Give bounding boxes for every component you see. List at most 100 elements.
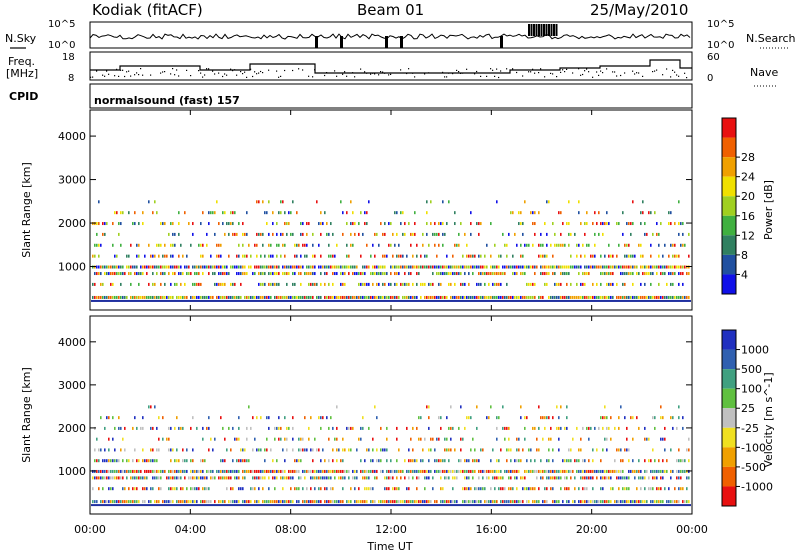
data-cell xyxy=(552,459,554,463)
data-cell xyxy=(472,265,474,269)
data-cell xyxy=(206,469,208,473)
data-cell xyxy=(176,265,178,269)
data-cell xyxy=(148,295,150,299)
data-cell xyxy=(638,500,640,504)
data-cell xyxy=(492,272,494,276)
data-cell xyxy=(220,500,222,504)
data-cell xyxy=(498,282,500,286)
data-cell xyxy=(420,459,422,463)
nave-dot xyxy=(614,71,616,73)
data-cell xyxy=(156,295,158,299)
data-cell xyxy=(596,265,598,269)
data-cell xyxy=(370,469,372,473)
data-cell xyxy=(132,295,134,299)
data-cell xyxy=(482,265,484,269)
data-cell xyxy=(372,272,374,276)
data-cell xyxy=(514,295,516,299)
data-cell xyxy=(408,272,410,276)
y-tick-label: 1000 xyxy=(58,261,86,274)
data-cell xyxy=(298,500,300,504)
data-cell xyxy=(366,211,368,215)
data-cell xyxy=(100,476,102,480)
data-cell xyxy=(644,487,646,491)
data-cell xyxy=(254,265,256,269)
data-cell xyxy=(682,243,684,247)
data-cell xyxy=(582,500,584,504)
data-cell xyxy=(332,254,334,258)
data-cell xyxy=(560,211,562,215)
data-cell xyxy=(452,426,454,430)
data-cell xyxy=(128,265,130,269)
data-cell xyxy=(260,272,262,276)
data-cell xyxy=(362,295,364,299)
data-cell xyxy=(388,222,390,226)
data-cell xyxy=(576,254,578,258)
data-cell xyxy=(92,500,94,504)
data-cell xyxy=(304,416,306,420)
data-cell xyxy=(686,487,688,491)
data-cell xyxy=(392,254,394,258)
data-cell xyxy=(592,254,594,258)
data-cell xyxy=(390,295,392,299)
data-cell xyxy=(394,282,396,286)
data-cell xyxy=(466,500,468,504)
data-cell xyxy=(416,459,418,463)
data-cell xyxy=(436,469,438,473)
data-cell xyxy=(126,469,128,473)
data-cell xyxy=(678,487,680,491)
data-cell xyxy=(288,272,290,276)
data-cell xyxy=(188,265,190,269)
data-cell xyxy=(606,295,608,299)
colorbar-segment xyxy=(722,369,736,389)
data-cell xyxy=(568,487,570,491)
data-cell xyxy=(164,243,166,247)
noise-dropout xyxy=(385,36,388,48)
data-cell xyxy=(92,254,94,258)
data-cell xyxy=(274,476,276,480)
data-cell xyxy=(144,254,146,258)
data-cell xyxy=(448,265,450,269)
nave-dot xyxy=(342,73,344,75)
data-cell xyxy=(226,272,228,276)
data-cell xyxy=(378,282,380,286)
data-cell xyxy=(678,232,680,236)
data-cell xyxy=(566,265,568,269)
data-cell xyxy=(400,265,402,269)
data-cell xyxy=(324,295,326,299)
data-cell xyxy=(382,254,384,258)
data-cell xyxy=(154,405,156,409)
data-cell xyxy=(110,459,112,463)
data-cell xyxy=(134,265,136,269)
data-cell xyxy=(672,272,674,276)
data-cell xyxy=(664,437,666,441)
data-cell xyxy=(174,232,176,236)
data-cell xyxy=(592,282,594,286)
data-cell xyxy=(276,265,278,269)
data-cell xyxy=(570,476,572,480)
data-cell xyxy=(244,232,246,236)
data-cell xyxy=(620,459,622,463)
data-cell xyxy=(138,272,140,276)
data-cell xyxy=(304,243,306,247)
data-cell xyxy=(580,500,582,504)
data-cell xyxy=(418,265,420,269)
data-cell xyxy=(202,476,204,480)
data-cell xyxy=(660,487,662,491)
data-cell xyxy=(496,272,498,276)
data-cell xyxy=(604,254,606,258)
data-cell xyxy=(204,295,206,299)
data-cell xyxy=(142,222,144,226)
nave-dot xyxy=(116,68,118,70)
data-cell xyxy=(554,476,556,480)
data-cell xyxy=(238,222,240,226)
data-cell xyxy=(324,469,326,473)
data-cell xyxy=(324,265,326,269)
data-cell xyxy=(418,272,420,276)
data-cell xyxy=(260,232,262,236)
data-cell xyxy=(318,448,320,452)
data-cell xyxy=(108,487,110,491)
nave-dot xyxy=(496,68,498,70)
data-cell xyxy=(338,448,340,452)
